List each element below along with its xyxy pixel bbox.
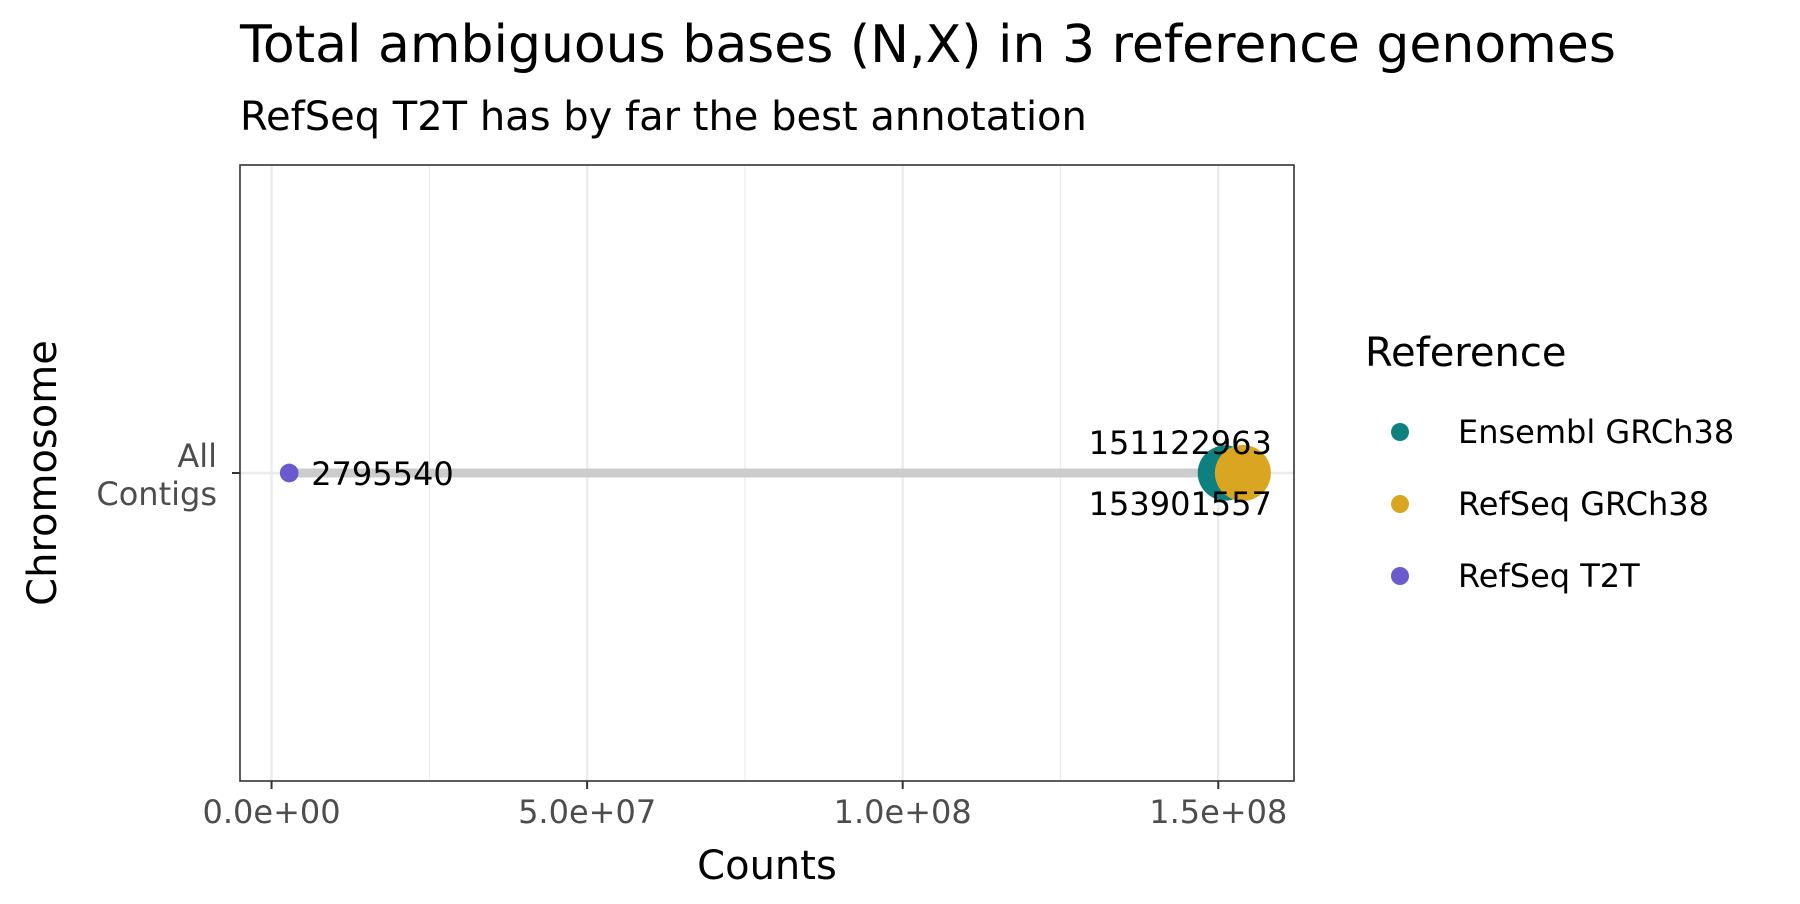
data-marks: 2795540 151122963 153901557 — [279, 424, 1272, 523]
legend-label: Ensembl GRCh38 — [1458, 413, 1734, 451]
y-tick-label-line: Contigs — [96, 475, 217, 513]
x-tick-label: 5.0e+07 — [518, 793, 656, 831]
legend-label: RefSeq GRCh38 — [1458, 485, 1709, 523]
legend: Reference Ensembl GRCh38 RefSeq GRCh38 Ref… — [1365, 330, 1734, 595]
axes: 0.0e+00 5.0e+07 1.0e+08 1.5e+08 All Contigs — [96, 437, 1287, 831]
y-tick-label-line: All — [177, 437, 217, 475]
chart-title: Total ambiguous bases (N,X) in 3 referen… — [239, 15, 1616, 75]
x-tick-label: 1.5e+08 — [1149, 793, 1287, 831]
legend-key — [1391, 567, 1409, 585]
y-axis-title: Chromosome — [20, 340, 66, 606]
x-tick-label: 1.0e+08 — [834, 793, 972, 831]
data-point — [1214, 445, 1271, 501]
legend-title: Reference — [1365, 330, 1566, 376]
data-label: 151122963 — [1089, 424, 1272, 462]
y-tick-label: All Contigs — [96, 437, 217, 513]
legend-key — [1391, 423, 1409, 441]
legend-key — [1391, 495, 1409, 513]
x-axis-title: Counts — [697, 843, 837, 889]
data-label: 2795540 — [311, 455, 454, 493]
data-label: 153901557 — [1089, 485, 1272, 523]
legend-label: RefSeq T2T — [1458, 557, 1640, 595]
x-tick-label: 0.0e+00 — [203, 793, 341, 831]
data-point — [279, 463, 299, 483]
chart-subtitle: RefSeq T2T has by far the best annotatio… — [240, 94, 1087, 140]
